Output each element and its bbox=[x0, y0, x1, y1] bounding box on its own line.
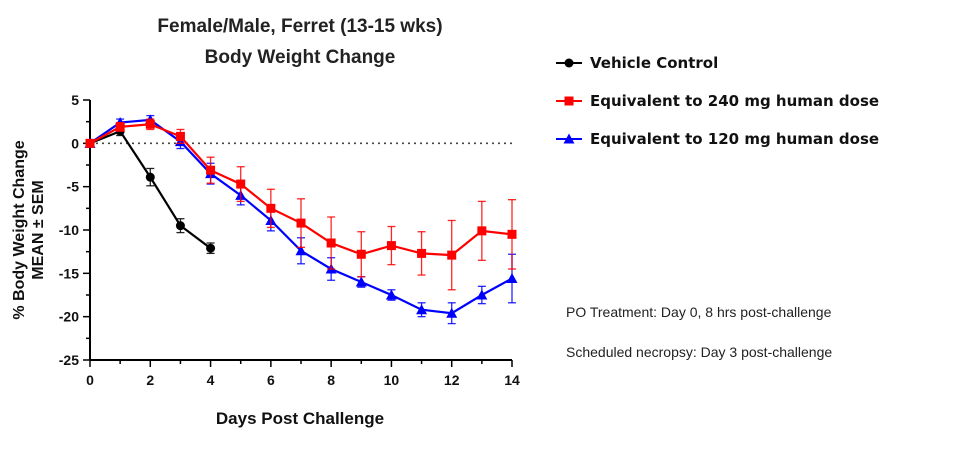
square-marker-icon bbox=[556, 96, 582, 106]
data-point bbox=[447, 250, 457, 260]
data-point bbox=[507, 229, 517, 239]
y-tick-label: -10 bbox=[59, 222, 79, 238]
data-point bbox=[355, 276, 367, 287]
data-point bbox=[175, 221, 185, 231]
data-point bbox=[115, 122, 125, 132]
data-point bbox=[266, 203, 276, 213]
data-point bbox=[145, 172, 155, 182]
legend-label-vehicle: Vehicle Control bbox=[590, 54, 719, 72]
series-0 bbox=[85, 126, 216, 255]
legend-label-240mg: Equivalent to 240 mg human dose bbox=[590, 92, 880, 110]
x-tick-label: 2 bbox=[146, 372, 154, 388]
y-axis-label: % Body Weight Change MEAN ± SEM bbox=[11, 140, 47, 319]
series-layer bbox=[84, 114, 518, 325]
note-treatment: PO Treatment: Day 0, 8 hrs post-challeng… bbox=[566, 304, 832, 320]
legend-item-vehicle: Vehicle Control bbox=[556, 44, 879, 82]
chart-subtitle: Body Weight Change bbox=[205, 47, 396, 68]
legend-item-120mg: Equivalent to 120 mg human dose bbox=[556, 120, 879, 158]
data-point bbox=[206, 243, 216, 253]
data-point bbox=[145, 119, 155, 129]
x-tick-label: 4 bbox=[207, 372, 215, 388]
data-point bbox=[175, 131, 185, 141]
x-tick-label: 8 bbox=[327, 372, 335, 388]
y-tick-label: 5 bbox=[71, 92, 79, 108]
data-point bbox=[506, 273, 518, 284]
y-tick-label: -25 bbox=[59, 352, 79, 368]
data-point bbox=[326, 238, 336, 248]
data-point bbox=[385, 289, 397, 300]
body-weight-chart: Female/Male, Ferret (13-15 wks) Body Wei… bbox=[11, 16, 520, 428]
data-point bbox=[416, 304, 428, 315]
chart-title: Female/Male, Ferret (13-15 wks) bbox=[157, 16, 442, 37]
data-point bbox=[476, 289, 488, 300]
y-axis-label-line1: % Body Weight Change bbox=[11, 140, 28, 319]
data-point bbox=[386, 241, 396, 251]
x-tick-label: 0 bbox=[86, 372, 94, 388]
triangle-marker-icon bbox=[556, 133, 582, 144]
legend-item-240mg: Equivalent to 240 mg human dose bbox=[556, 82, 879, 120]
data-point bbox=[85, 138, 95, 148]
data-point bbox=[296, 218, 306, 228]
data-point bbox=[417, 248, 427, 258]
circle-marker-icon bbox=[556, 58, 582, 68]
y-axis-label-line2: MEAN ± SEM bbox=[30, 180, 47, 279]
x-tick-label: 6 bbox=[267, 372, 275, 388]
x-tick-label: 14 bbox=[504, 372, 520, 388]
note-necropsy: Scheduled necropsy: Day 3 post-challenge bbox=[566, 344, 833, 360]
x-tick-label: 12 bbox=[444, 372, 460, 388]
legend: Vehicle Control Equivalent to 240 mg hum… bbox=[556, 44, 879, 158]
data-point bbox=[236, 179, 246, 189]
data-point bbox=[356, 249, 366, 259]
y-tick-label: 0 bbox=[71, 135, 79, 151]
series-1 bbox=[85, 118, 517, 291]
y-tick-label: -5 bbox=[67, 179, 80, 195]
data-point bbox=[206, 165, 216, 175]
x-axis-label: Days Post Challenge bbox=[216, 409, 384, 428]
data-point bbox=[477, 226, 487, 236]
y-tick-label: -15 bbox=[59, 265, 79, 281]
x-tick-label: 10 bbox=[384, 372, 400, 388]
y-tick-label: -20 bbox=[59, 309, 79, 325]
legend-label-120mg: Equivalent to 120 mg human dose bbox=[590, 130, 880, 148]
data-point bbox=[446, 307, 458, 318]
data-point bbox=[295, 245, 307, 256]
